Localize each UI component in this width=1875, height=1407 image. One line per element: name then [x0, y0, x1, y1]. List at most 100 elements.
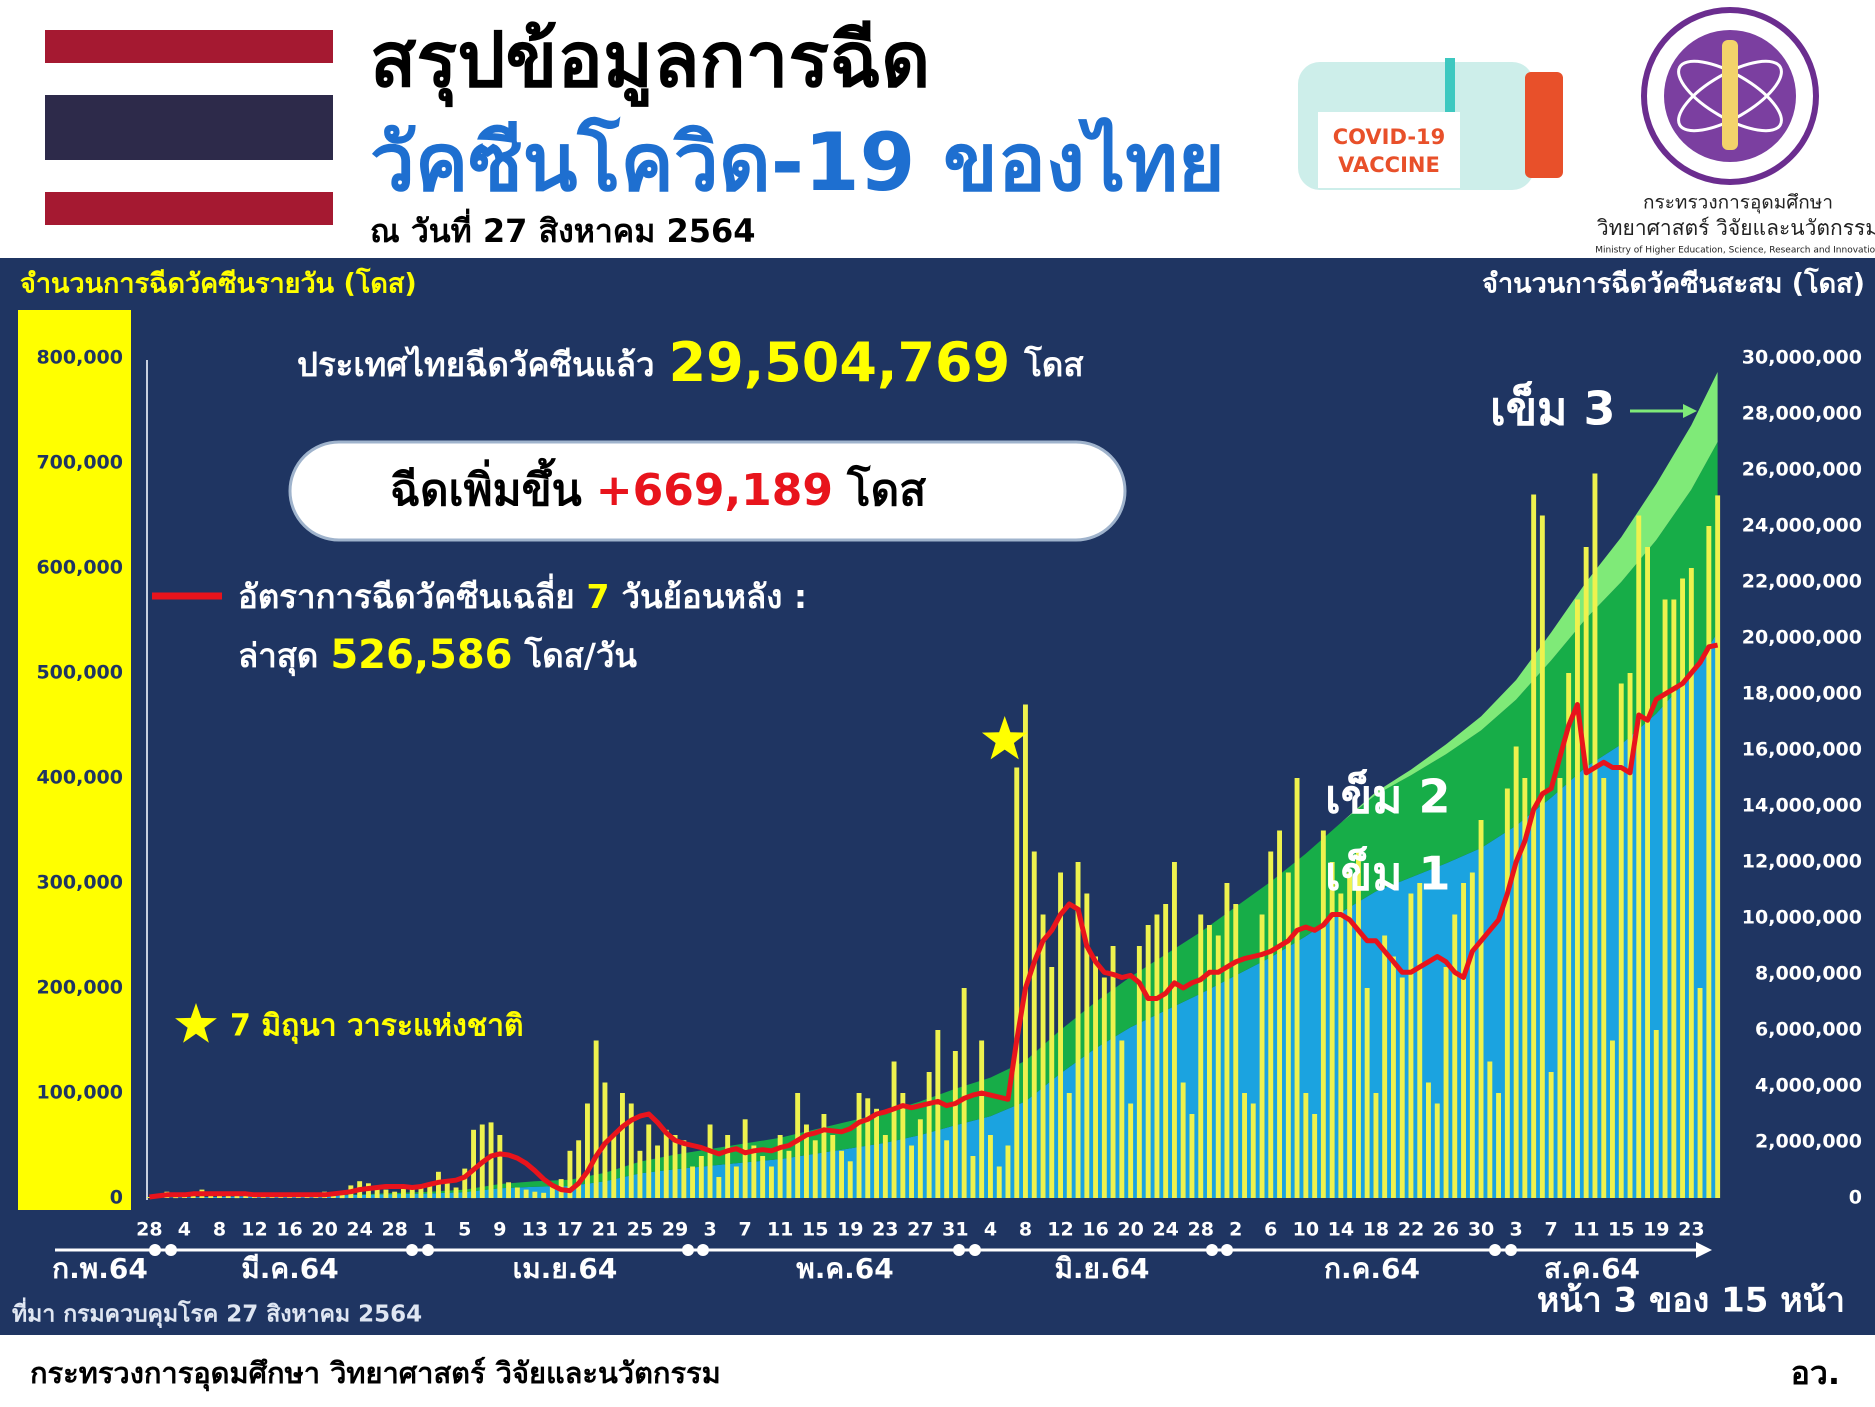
daily-bar — [1066, 1093, 1072, 1198]
daily-bar — [1014, 767, 1020, 1198]
legend-part: 7 — [587, 577, 610, 616]
daily-bar — [1671, 599, 1677, 1198]
daily-bar — [1373, 1093, 1379, 1198]
daily-bar — [1075, 862, 1081, 1198]
vaccine-label: VACCINE — [1338, 153, 1440, 177]
x-tick-label: 15 — [1608, 1219, 1634, 1241]
title-line2: วัคซีนโควิด-19 ของไทย — [370, 115, 1225, 209]
daily-bar — [663, 1129, 669, 1199]
daily-bar — [1601, 778, 1607, 1198]
daily-bar — [217, 1195, 222, 1198]
y2-tick-label: 30,000,000 — [1742, 347, 1862, 369]
daily-bar — [1049, 967, 1055, 1198]
x-tick-label: 17 — [557, 1219, 583, 1241]
daily-bar — [471, 1129, 476, 1199]
daily-bar — [1627, 673, 1633, 1198]
daily-bar — [1382, 935, 1388, 1198]
daily-bar — [383, 1189, 389, 1198]
x-tick-label: 9 — [493, 1219, 506, 1241]
x-tick-label: 28 — [1187, 1219, 1213, 1241]
daily-bar — [1110, 946, 1116, 1198]
separator-dot — [1505, 1244, 1517, 1256]
daily-bar — [1320, 830, 1326, 1198]
daily-bar — [1417, 883, 1423, 1198]
month-arrowhead — [1696, 1242, 1712, 1258]
y-tick-label: 800,000 — [36, 347, 123, 369]
daily-bar — [830, 1135, 836, 1198]
daily-bar — [1189, 1114, 1195, 1198]
x-tick-label: 18 — [1363, 1219, 1389, 1241]
daily-bar — [1233, 904, 1239, 1198]
y-tick-label: 200,000 — [36, 977, 123, 999]
x-tick-label: 23 — [1678, 1219, 1704, 1241]
y-tick-label: 300,000 — [36, 872, 123, 894]
y2-tick-label: 8,000,000 — [1755, 963, 1862, 985]
y2-axis-title: จำนวนการฉีดวัคซีนสะสม (โดส) — [1482, 267, 1865, 300]
total-unit: โดส — [1023, 345, 1084, 384]
y2-tick-label: 20,000,000 — [1742, 627, 1862, 649]
daily-bar — [339, 1192, 345, 1199]
x-tick-label: 22 — [1398, 1219, 1424, 1241]
avg-line — [149, 642, 1719, 1200]
daily-bar — [707, 1124, 713, 1198]
daily-bar — [1198, 914, 1204, 1198]
title-line1: สรุปข้อมูลการฉีด — [370, 15, 930, 108]
daily-bar — [1163, 904, 1169, 1198]
total-prefix: ประเทศไทยฉีดวัคซีนแล้ว — [297, 345, 655, 384]
daily-bar — [1548, 1072, 1554, 1198]
latest-value: 526,586 — [330, 632, 512, 678]
daily-bar — [812, 1140, 818, 1199]
daily-bar — [847, 1161, 853, 1199]
daily-bar — [1329, 862, 1335, 1198]
x-tick-label: 8 — [213, 1219, 226, 1241]
x-tick-label: 29 — [662, 1219, 688, 1241]
daily-bar — [1207, 925, 1212, 1198]
daily-bar — [418, 1187, 424, 1198]
increase-box — [288, 440, 1127, 542]
daily-bar — [549, 1185, 555, 1198]
x-tick-label: 12 — [1047, 1219, 1073, 1241]
increase-value: +669,189 — [596, 465, 833, 516]
y2-tick-label: 4,000,000 — [1755, 1075, 1862, 1097]
separator-dot — [149, 1244, 161, 1256]
daily-bar — [1504, 788, 1510, 1198]
daily-bar — [1180, 1082, 1186, 1198]
x-tick-label: 19 — [837, 1219, 863, 1241]
daily-bar — [1259, 914, 1265, 1198]
x-tick-label: 30 — [1468, 1219, 1494, 1241]
y2-tick-label: 10,000,000 — [1742, 907, 1862, 929]
dose-label: เข็ม 2 — [1325, 769, 1451, 824]
legend-part: อัตราการฉีดวัคซีนเฉลี่ย — [238, 573, 575, 616]
daily-bar — [952, 1051, 958, 1198]
daily-bar — [1426, 1082, 1431, 1198]
daily-bar — [541, 1192, 547, 1199]
daily-bar — [1215, 935, 1221, 1198]
daily-bar — [146, 1197, 152, 1198]
daily-bar — [1172, 862, 1177, 1198]
daily-bar — [926, 1072, 932, 1198]
y2-tick-label: 6,000,000 — [1755, 1019, 1862, 1041]
daily-bar — [1005, 1145, 1011, 1198]
y2-tick-label: 18,000,000 — [1742, 683, 1862, 705]
ministry-logo: กระทรวงการอุดมศึกษา วิทยาศาสตร์ วิจัยและ… — [1595, 7, 1875, 256]
daily-bar — [935, 1030, 941, 1198]
y-tick-label: 100,000 — [36, 1082, 123, 1104]
x-tick-label: 2 — [1229, 1219, 1242, 1241]
daily-bar — [1285, 872, 1291, 1198]
separator-dot — [1206, 1244, 1218, 1256]
daily-bar — [1461, 883, 1466, 1198]
x-tick-label: 25 — [627, 1219, 653, 1241]
x-tick-label: 26 — [1433, 1219, 1459, 1241]
daily-bar — [1478, 820, 1484, 1198]
month-label: ส.ค.64 — [1544, 1252, 1640, 1285]
daily-bar — [1101, 977, 1107, 1198]
y2-tick-label: 2,000,000 — [1755, 1131, 1862, 1153]
month-label: ก.ค.64 — [1324, 1252, 1420, 1285]
daily-bar — [1119, 1040, 1125, 1198]
y2-tick-label: 28,000,000 — [1742, 403, 1862, 425]
month-label: เม.ย.64 — [513, 1252, 618, 1285]
daily-bar — [330, 1194, 336, 1198]
y2-tick-label: 24,000,000 — [1742, 515, 1862, 537]
daily-bar — [804, 1124, 809, 1198]
daily-bar — [742, 1119, 748, 1199]
